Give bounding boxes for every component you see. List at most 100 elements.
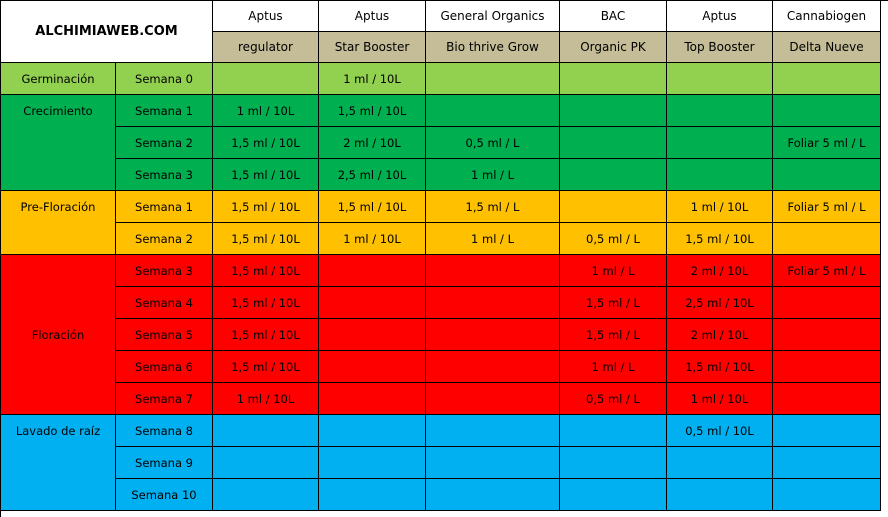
- dose-cell: 1 ml / 10L: [319, 63, 426, 95]
- site-title: ALCHIMIAWEB.COM: [1, 1, 213, 63]
- week-label: Semana 5: [116, 319, 213, 351]
- dose-cell: [667, 95, 773, 127]
- week-label: Semana 1: [116, 191, 213, 223]
- dose-cell: 1,5 ml / 10L: [213, 223, 319, 255]
- dose-cell: [773, 319, 881, 351]
- dose-cell: 1 ml / 10L: [213, 383, 319, 415]
- dose-cell: [319, 255, 426, 287]
- dose-cell: [560, 415, 667, 447]
- dose-cell: Foliar 5 ml / L: [773, 127, 881, 159]
- brand-header: General Organics: [426, 1, 560, 32]
- dose-cell: [773, 479, 881, 511]
- week-label: Semana 2: [116, 127, 213, 159]
- dose-cell: 1 ml / 10L: [667, 383, 773, 415]
- dose-cell: 1,5 ml / 10L: [213, 287, 319, 319]
- dose-cell: 1 ml / L: [560, 255, 667, 287]
- product-header: Top Booster: [667, 32, 773, 63]
- dose-cell: [319, 415, 426, 447]
- stage-label: Lavado de raíz: [1, 415, 116, 511]
- dose-cell: [319, 319, 426, 351]
- dose-cell: 1,5 ml / 10L: [213, 255, 319, 287]
- dose-cell: 0,5 ml / L: [560, 223, 667, 255]
- dose-cell: [667, 447, 773, 479]
- dose-cell: 1,5 ml / 10L: [213, 351, 319, 383]
- dose-cell: [773, 383, 881, 415]
- dose-cell: 1 ml / L: [426, 159, 560, 191]
- dose-cell: [319, 479, 426, 511]
- week-label: Semana 1: [116, 95, 213, 127]
- brand-header: Cannabiogen: [773, 1, 881, 32]
- dose-cell: 2 ml / 10L: [667, 255, 773, 287]
- dose-cell: Foliar 5 ml / L: [773, 191, 881, 223]
- dose-cell: [426, 95, 560, 127]
- dose-cell: 1 ml / 10L: [213, 95, 319, 127]
- dose-cell: 1,5 ml / 10L: [319, 191, 426, 223]
- dose-cell: 2,5 ml / 10L: [667, 287, 773, 319]
- dose-cell: [773, 287, 881, 319]
- dose-cell: 2 ml / 10L: [667, 319, 773, 351]
- dose-cell: [560, 479, 667, 511]
- dose-cell: [319, 351, 426, 383]
- dose-cell: 1,5 ml / L: [426, 191, 560, 223]
- dose-cell: [426, 383, 560, 415]
- week-label: Semana 0: [116, 63, 213, 95]
- dose-cell: [426, 319, 560, 351]
- dose-cell: [560, 191, 667, 223]
- dose-cell: 1,5 ml / 10L: [213, 319, 319, 351]
- dose-cell: Foliar 5 ml / L: [773, 255, 881, 287]
- dose-cell: [426, 415, 560, 447]
- dose-cell: [560, 447, 667, 479]
- dose-cell: 1,5 ml / 10L: [213, 191, 319, 223]
- dose-cell: [213, 415, 319, 447]
- product-header: Star Booster: [319, 32, 426, 63]
- dose-cell: [667, 479, 773, 511]
- dose-cell: [667, 127, 773, 159]
- week-label: Semana 7: [116, 383, 213, 415]
- week-label: Semana 3: [116, 159, 213, 191]
- dose-cell: [426, 351, 560, 383]
- dose-cell: [213, 63, 319, 95]
- dose-cell: 1,5 ml / 10L: [213, 159, 319, 191]
- week-label: Semana 9: [116, 447, 213, 479]
- product-header: Delta Nueve: [773, 32, 881, 63]
- brand-header: Aptus: [667, 1, 773, 32]
- dose-cell: [213, 479, 319, 511]
- dose-cell: [667, 63, 773, 95]
- stage-label: Crecimiento: [1, 95, 116, 191]
- dose-cell: [426, 479, 560, 511]
- dose-cell: [773, 159, 881, 191]
- dose-cell: [773, 95, 881, 127]
- dose-cell: 2,5 ml / 10L: [319, 159, 426, 191]
- week-label: Semana 2: [116, 223, 213, 255]
- dose-cell: 1,5 ml / 10L: [319, 95, 426, 127]
- dose-cell: [773, 351, 881, 383]
- dose-cell: 1,5 ml / 10L: [667, 223, 773, 255]
- dose-cell: 1,5 ml / L: [560, 319, 667, 351]
- brand-header: BAC: [560, 1, 667, 32]
- dose-cell: [426, 287, 560, 319]
- dose-cell: [773, 223, 881, 255]
- dose-cell: 1 ml / 10L: [667, 191, 773, 223]
- dose-cell: 1,5 ml / 10L: [213, 127, 319, 159]
- stage-label: Germinación: [1, 63, 116, 95]
- dose-cell: [773, 447, 881, 479]
- dose-cell: 0,5 ml / 10L: [667, 415, 773, 447]
- dose-cell: [213, 447, 319, 479]
- dose-cell: [773, 63, 881, 95]
- stage-label: Floración: [1, 255, 116, 415]
- dose-cell: [560, 95, 667, 127]
- brand-header: Aptus: [213, 1, 319, 32]
- week-label: Semana 8: [116, 415, 213, 447]
- dose-cell: 0,5 ml / L: [560, 383, 667, 415]
- product-header: Bio thrive Grow: [426, 32, 560, 63]
- dose-cell: [560, 127, 667, 159]
- dose-cell: 0,5 ml / L: [426, 127, 560, 159]
- week-label: Semana 10: [116, 479, 213, 511]
- dose-cell: [560, 159, 667, 191]
- dose-cell: [426, 255, 560, 287]
- brand-header: Aptus: [319, 1, 426, 32]
- product-header: Organic PK: [560, 32, 667, 63]
- dose-cell: [426, 63, 560, 95]
- dose-cell: [560, 63, 667, 95]
